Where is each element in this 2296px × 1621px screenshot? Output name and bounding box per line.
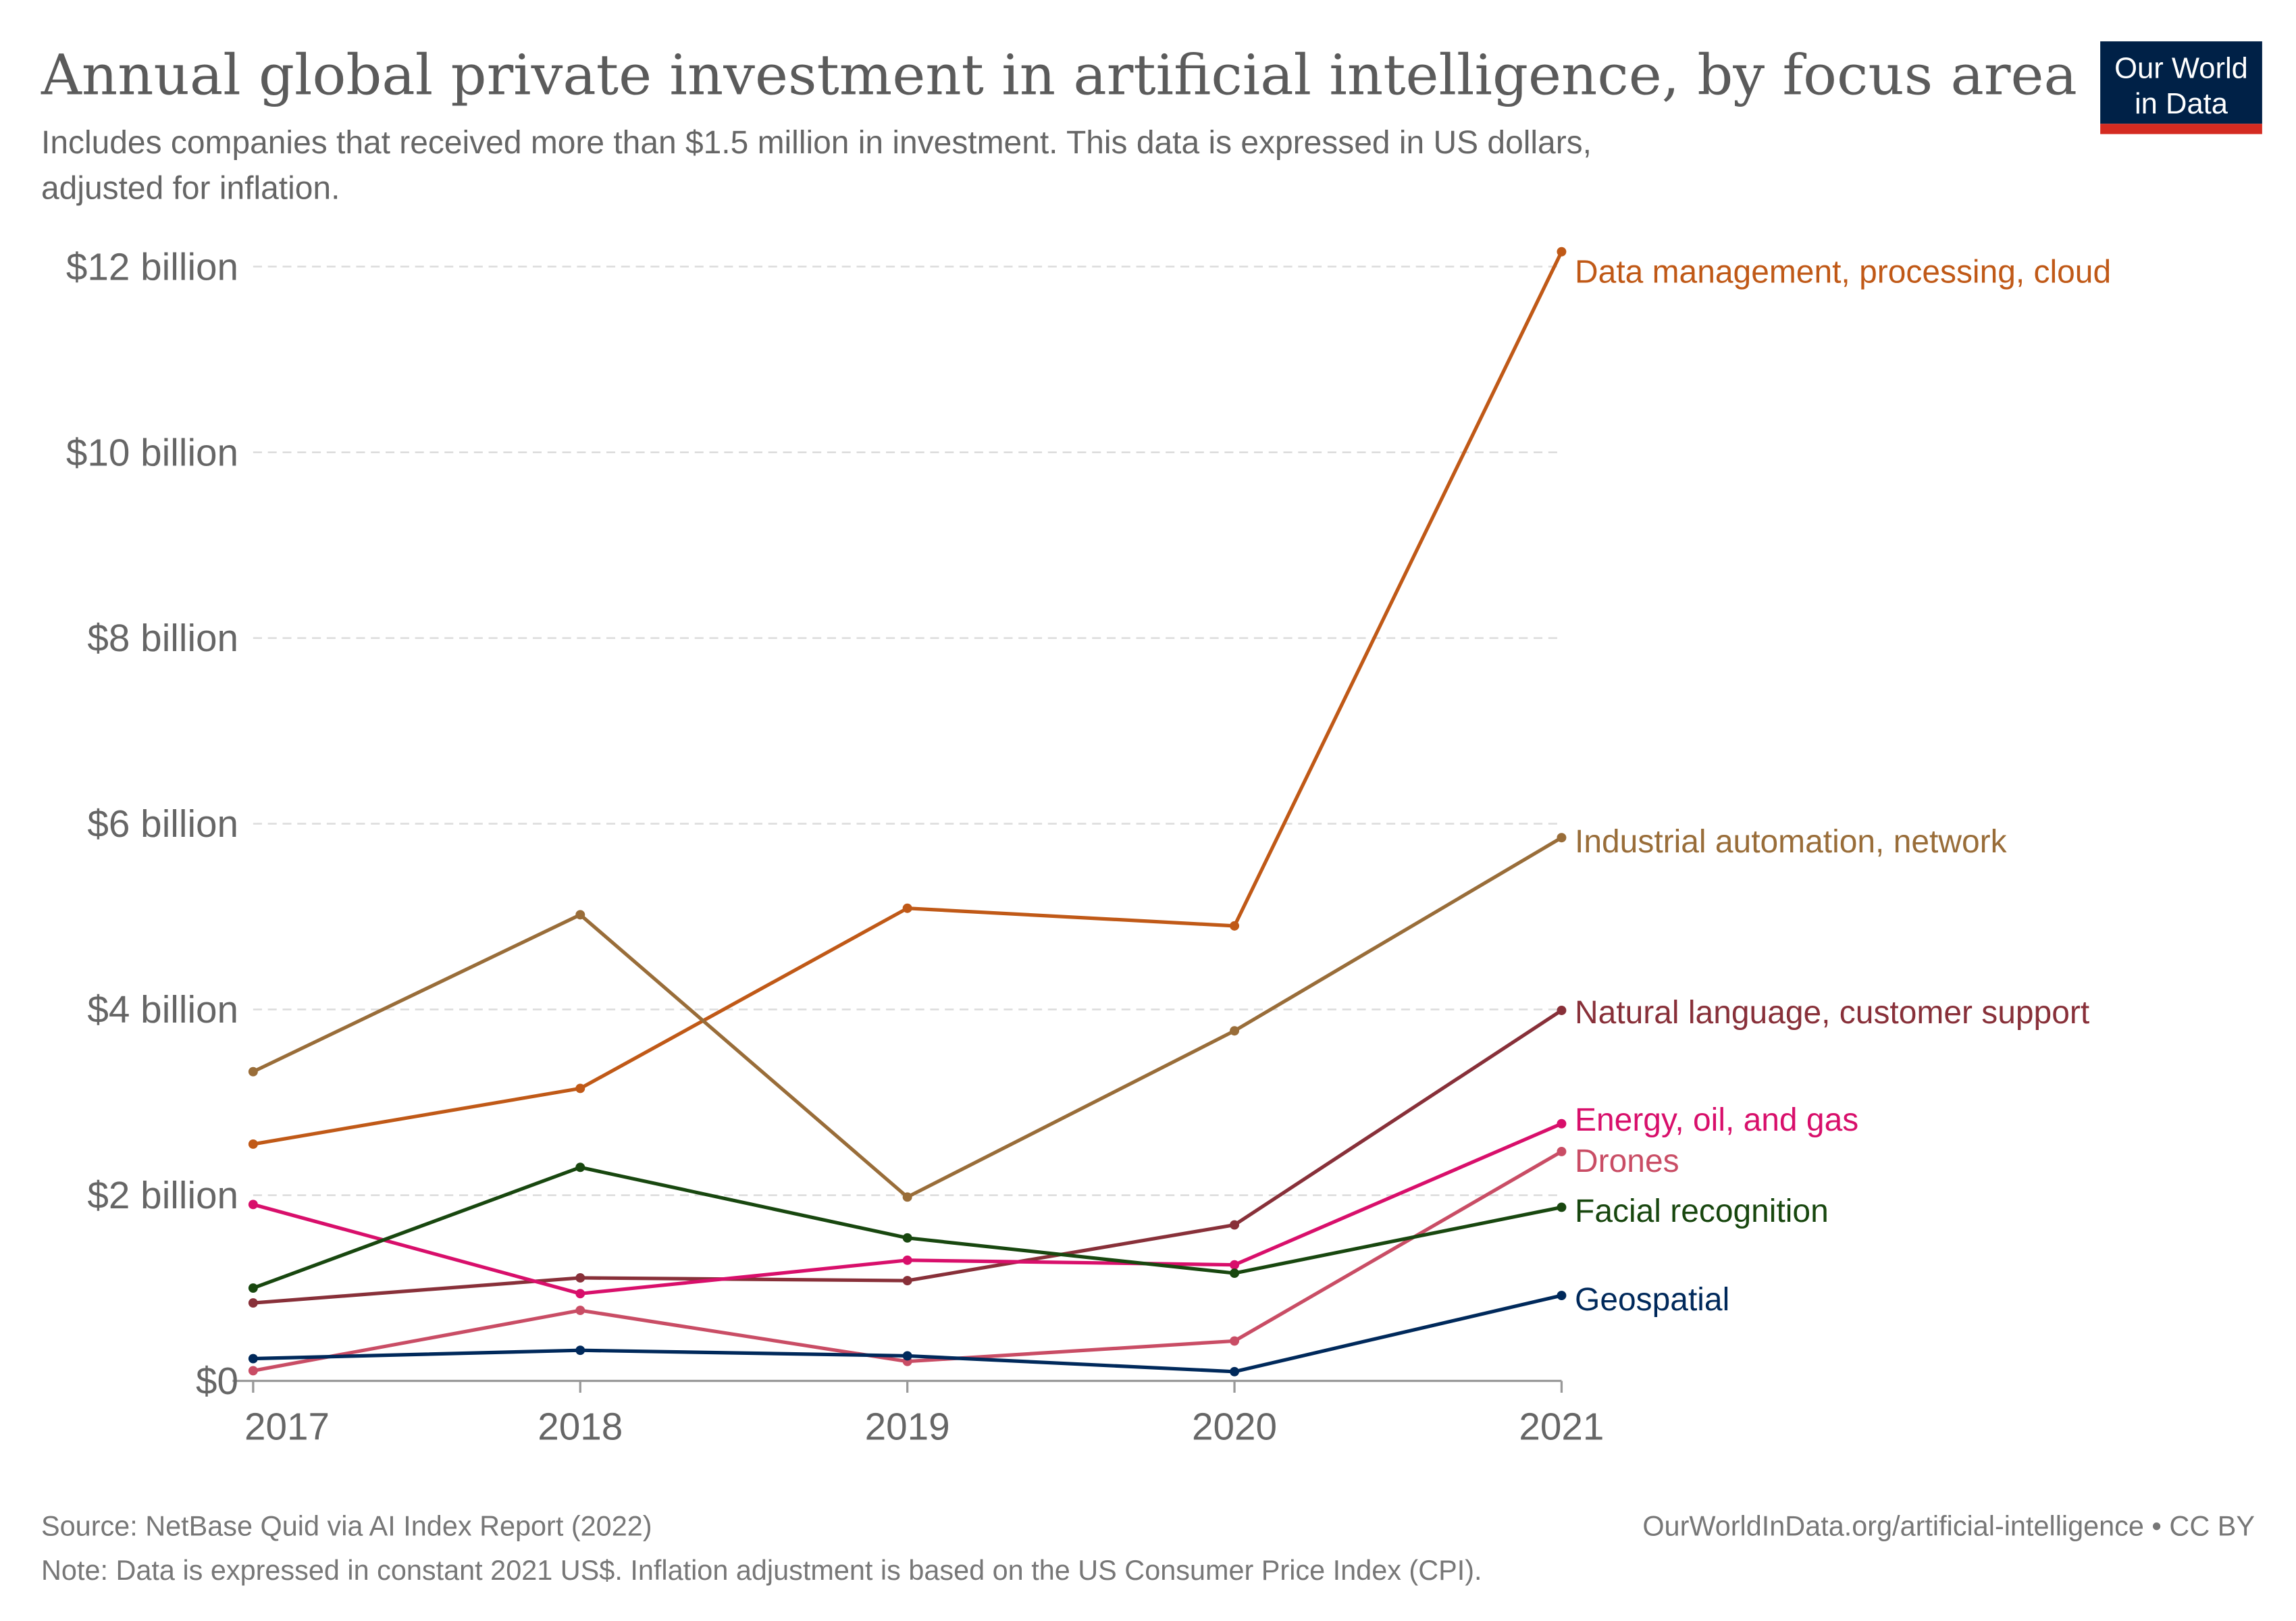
data-point <box>248 1200 258 1210</box>
series-label: Facial recognition <box>1575 1193 1829 1229</box>
series-line-1 <box>252 835 1563 1199</box>
series-line-3 <box>253 1122 1563 1295</box>
data-point <box>1230 1260 1240 1270</box>
x-tick-label: 2018 <box>538 1406 623 1449</box>
series-label: Geospatial <box>1575 1282 1729 1318</box>
series-line-5 <box>252 1165 1562 1290</box>
x-tick-label: 2019 <box>865 1406 950 1449</box>
data-point <box>902 1233 912 1243</box>
data-point <box>1230 921 1240 931</box>
series-label: Drones <box>1575 1143 1679 1179</box>
data-point <box>902 1192 912 1202</box>
logo-text-line1: Our World <box>2114 53 2248 85</box>
series-label: Industrial automation, network <box>1575 824 2008 860</box>
data-point <box>575 1272 585 1283</box>
x-tick-label: 2020 <box>1192 1406 1277 1449</box>
y-tick-label: $8 billion <box>87 617 238 660</box>
data-point <box>1230 1268 1240 1279</box>
data-point <box>575 1345 585 1356</box>
data-point <box>248 1366 258 1376</box>
data-point <box>902 1351 912 1361</box>
x-tick-label: 2017 <box>244 1406 330 1449</box>
data-point <box>248 1298 258 1308</box>
license-link[interactable]: OurWorldInData.org/artificial-intelligen… <box>1642 1510 2255 1541</box>
chart-subtitle-line2: adjusted for inflation. <box>41 170 340 206</box>
data-point <box>1557 833 1567 843</box>
data-point <box>575 1162 585 1173</box>
footnote: Note: Data is expressed in constant 2021… <box>41 1555 1482 1586</box>
data-point <box>575 1289 585 1299</box>
data-point <box>1230 1336 1240 1346</box>
data-point <box>575 1306 585 1316</box>
data-point <box>248 1354 258 1364</box>
chart-subtitle-line1: Includes companies that received more th… <box>41 125 1592 161</box>
data-point <box>1230 1026 1240 1036</box>
data-point <box>902 903 912 913</box>
series-label: Energy, oil, and gas <box>1575 1102 1858 1138</box>
data-point <box>1230 1366 1240 1376</box>
source-note: Source: NetBase Quid via AI Index Report… <box>41 1510 652 1541</box>
data-point <box>902 1255 912 1265</box>
y-tick-label: $0 <box>196 1360 238 1403</box>
data-point <box>1230 1220 1240 1230</box>
data-point <box>248 1066 258 1077</box>
data-point <box>1557 1118 1567 1129</box>
y-tick-label: $10 billion <box>66 432 238 474</box>
data-point <box>1557 1005 1567 1015</box>
data-point <box>902 1276 912 1286</box>
data-point <box>575 1083 585 1093</box>
y-tick-label: $2 billion <box>87 1175 238 1217</box>
series-label: Data management, processing, cloud <box>1575 255 2111 290</box>
data-point <box>1557 1202 1567 1212</box>
logo-text-line2: in Data <box>2135 88 2228 120</box>
data-point <box>1557 1291 1567 1301</box>
series-label: Natural language, customer support <box>1575 995 2089 1031</box>
owid-logo[interactable]: Our World in Data <box>2100 41 2262 134</box>
chart-title: Annual global private investment in arti… <box>41 43 2077 108</box>
logo-background <box>2100 41 2262 124</box>
x-tick-label: 2021 <box>1519 1406 1604 1449</box>
data-point <box>248 1139 258 1149</box>
y-tick-label: $12 billion <box>66 246 238 288</box>
data-point <box>575 910 585 920</box>
data-point <box>1557 1146 1567 1156</box>
y-tick-label: $6 billion <box>87 803 238 846</box>
data-point <box>1557 247 1567 257</box>
logo-stripe <box>2100 124 2262 134</box>
y-tick-label: $4 billion <box>87 989 238 1031</box>
data-point <box>248 1283 258 1293</box>
